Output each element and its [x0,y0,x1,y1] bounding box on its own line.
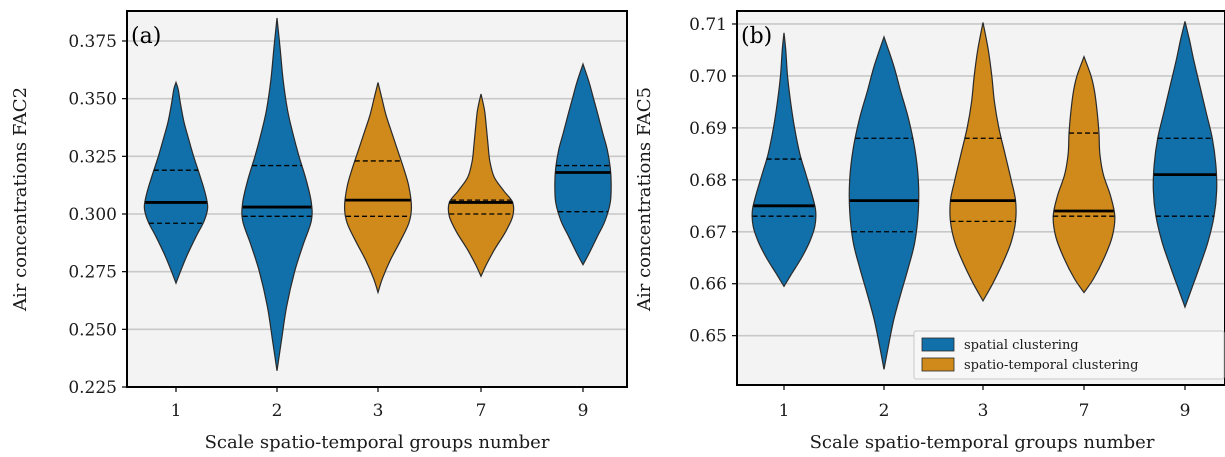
y-tick-label: 0.325 [68,147,117,167]
x-tick-label: 2 [272,401,283,421]
y-axis-title-b: Air concentrations FAC5 [634,87,655,312]
x-tick-label: 9 [578,401,589,421]
violin-body-2 [848,35,920,370]
plot-frame-b [736,10,1225,386]
legend-swatch-spatial [921,337,955,352]
y-tick-label: 0.300 [68,205,117,225]
panel-label-a: (a) [131,24,161,49]
y-ticks-a: 0.225 0.250 0.275 0.300 0.325 0.350 0.375 [68,32,127,398]
plot-frame-a [126,10,628,388]
y-tick-label: 0.65 [689,327,727,347]
y-tick-label: 0.350 [68,90,117,110]
y-tick-label: 0.68 [689,171,727,191]
violins-b [751,21,1218,370]
legend-label-spatial: spatial clustering [964,338,1079,353]
x-tick-label: 3 [373,401,384,421]
x-tick-label: 3 [978,401,989,421]
legend-label-spatiotemporal: spatio-temporal clustering [964,358,1138,373]
violins-a [143,17,612,371]
legend-swatch-spatiotemporal [921,357,955,372]
y-tick-label: 0.225 [68,378,117,398]
violin-body-2 [241,17,313,371]
violin-body-3 [343,82,413,295]
y-tick-label: 0.66 [689,275,727,295]
x-ticks-a: 1 2 3 7 9 [171,387,589,421]
x-tick-label: 7 [1079,401,1090,421]
legend: spatial clustering spatio-temporal clust… [913,330,1225,380]
y-axis-title-a: Air concentrations FAC2 [10,87,31,312]
panel-label-b: (b) [741,24,772,49]
y-tick-label: 0.275 [68,263,117,283]
y-tick-label: 0.250 [68,320,117,340]
x-tick-label: 9 [1180,401,1191,421]
x-axis-title-b: Scale spatio-temporal groups number [810,432,1155,453]
violin-body-7 [447,93,515,278]
y-tick-label: 0.67 [689,223,727,243]
x-axis-title-a: Scale spatio-temporal groups number [205,432,550,453]
y-ticks-b: 0.65 0.66 0.67 0.68 0.69 0.70 0.71 [689,15,737,347]
x-tick-label: 1 [171,401,182,421]
violin-body-1 [143,80,209,285]
x-tick-label: 7 [476,401,487,421]
violin-body-9 [554,62,612,267]
y-tick-label: 0.71 [689,15,727,35]
x-tick-label: 2 [879,401,890,421]
legend-box [913,330,1225,380]
y-tick-label: 0.69 [689,119,727,139]
x-tick-label: 1 [779,401,790,421]
chart-panel-b: 0.65 0.66 0.67 0.68 0.69 0.70 0.71 1 2 3 7 9 (b) S… [634,10,1225,453]
chart-panel-a: 0.225 0.250 0.275 0.300 0.325 0.350 0.375 1 2 3 7… [10,10,628,453]
x-ticks-b: 1 2 3 7 9 [779,385,1191,421]
y-tick-label: 0.375 [68,32,117,52]
y-tick-label: 0.70 [689,67,727,87]
